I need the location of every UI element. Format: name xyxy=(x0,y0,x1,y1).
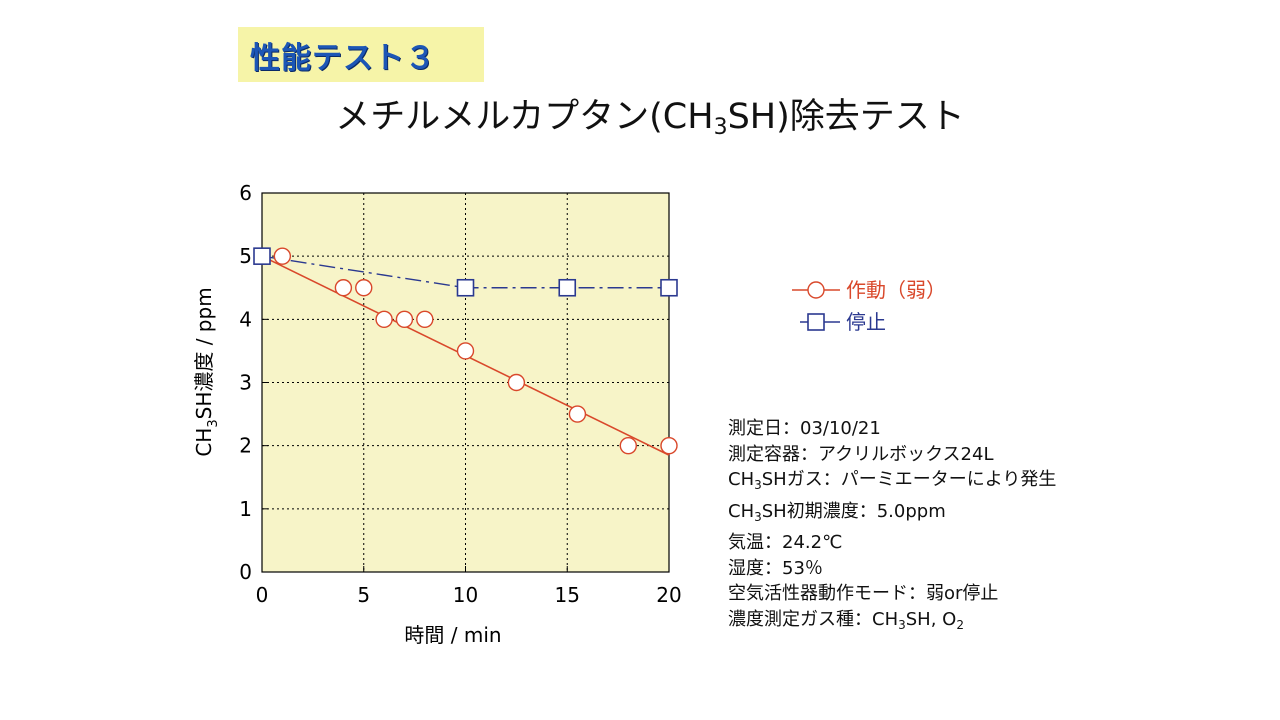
info-species-subscript: 3 xyxy=(898,617,906,632)
legend-glyphs xyxy=(792,281,840,331)
series-on-point xyxy=(660,436,678,455)
y-tick-label: 1 xyxy=(239,497,252,521)
section-badge-text: 性能テスト３ xyxy=(250,40,436,76)
grid-lines xyxy=(262,193,669,572)
series-on-point xyxy=(355,279,373,297)
x-tick-label: 10 xyxy=(453,583,478,607)
y-axis-label-part-2: SH濃度 / ppm xyxy=(192,287,216,419)
legend: 作動（弱） 停止 xyxy=(790,274,946,338)
info-species-subscript-2: 2 xyxy=(956,617,964,632)
info-gas-species: 濃度測定ガス種：CH3SH, O2 xyxy=(728,607,1056,639)
test-conditions: 測定日：03/10/21 測定容器：アクリルボックス24L CH3SHガス：パー… xyxy=(728,416,1056,638)
info-gas: CH3SHガス：パーミエーターにより発生 xyxy=(728,467,1056,499)
page-title-part-2: SH)除去テスト xyxy=(727,97,965,137)
data-markers xyxy=(253,247,678,455)
info-initial-part-2: SH初期濃度：5.0ppm xyxy=(761,500,946,522)
info-humidity: 湿度：53％ xyxy=(728,557,823,579)
info-mode: 空気活性器動作モード：弱or停止 xyxy=(728,583,999,604)
x-tick-label: 20 xyxy=(656,583,681,607)
info-gas-part-2: SHガス：パーミエーターにより発生 xyxy=(761,469,1057,490)
x-axis-label: 時間 / min xyxy=(404,623,501,647)
y-tick-label: 5 xyxy=(239,244,252,268)
legend-label-on: 作動（弱） xyxy=(846,278,946,302)
axis-ticks: 0 5 10 15 20 0 1 2 3 4 5 6 xyxy=(239,181,681,607)
series-on-point xyxy=(507,373,526,392)
series-on-point xyxy=(395,310,414,329)
info-initial-subscript: 3 xyxy=(754,509,762,524)
y-tick-label: 4 xyxy=(239,307,252,331)
info-species-part-2: SH, O xyxy=(905,608,957,630)
info-temperature: 気温：24.2℃ xyxy=(728,532,843,553)
legend-marker-off xyxy=(807,313,825,331)
series-on-point xyxy=(619,436,637,455)
info-container: 測定容器：アクリルボックス24L xyxy=(728,443,994,465)
info-date: 測定日：03/10/21 xyxy=(728,418,881,439)
legend-item-on: 作動（弱） xyxy=(790,274,946,306)
y-axis-label-part: CH xyxy=(192,428,216,457)
x-tick-label: 15 xyxy=(555,583,580,607)
series-on-point xyxy=(416,310,434,329)
x-tick-label: 0 xyxy=(256,583,269,607)
legend-label-off: 停止 xyxy=(846,310,886,334)
series-on-point xyxy=(375,310,393,329)
y-axis-label-subscript: 3 xyxy=(206,419,221,427)
series-on-point xyxy=(334,279,353,297)
section-badge: 性能テスト３ xyxy=(238,27,484,82)
series-off-point xyxy=(456,278,475,297)
info-initial-part: CH xyxy=(728,500,755,522)
page-title: メチルメルカプタン(CH3SH)除去テスト xyxy=(0,88,1280,140)
series-on-point xyxy=(456,342,475,360)
info-gas-subscript: 3 xyxy=(754,478,762,492)
info-gas-part: CH xyxy=(728,469,755,490)
x-tick-label: 5 xyxy=(357,583,370,607)
series-off-line xyxy=(261,255,669,289)
y-axis-label: CH3SH濃度 / ppm xyxy=(192,287,221,456)
series-off-point xyxy=(558,278,577,297)
series-off-point xyxy=(253,247,271,265)
info-initial-concentration: CH3SH初期濃度：5.0ppm xyxy=(728,499,1056,531)
series-on-point xyxy=(273,247,292,265)
series-on-point xyxy=(568,405,587,423)
series-off-point xyxy=(660,278,678,297)
page-title-subscript: 3 xyxy=(713,115,728,140)
y-tick-label: 0 xyxy=(239,560,252,584)
legend-item-off: 停止 xyxy=(790,306,946,338)
page-title-part: メチルメルカプタン(CH xyxy=(335,97,714,137)
y-tick-label: 3 xyxy=(239,371,252,395)
info-species-part: 濃度測定ガス種：CH xyxy=(728,608,899,630)
y-tick-label: 2 xyxy=(239,434,252,458)
y-tick-label: 6 xyxy=(239,181,252,205)
legend-marker-on xyxy=(807,281,825,299)
